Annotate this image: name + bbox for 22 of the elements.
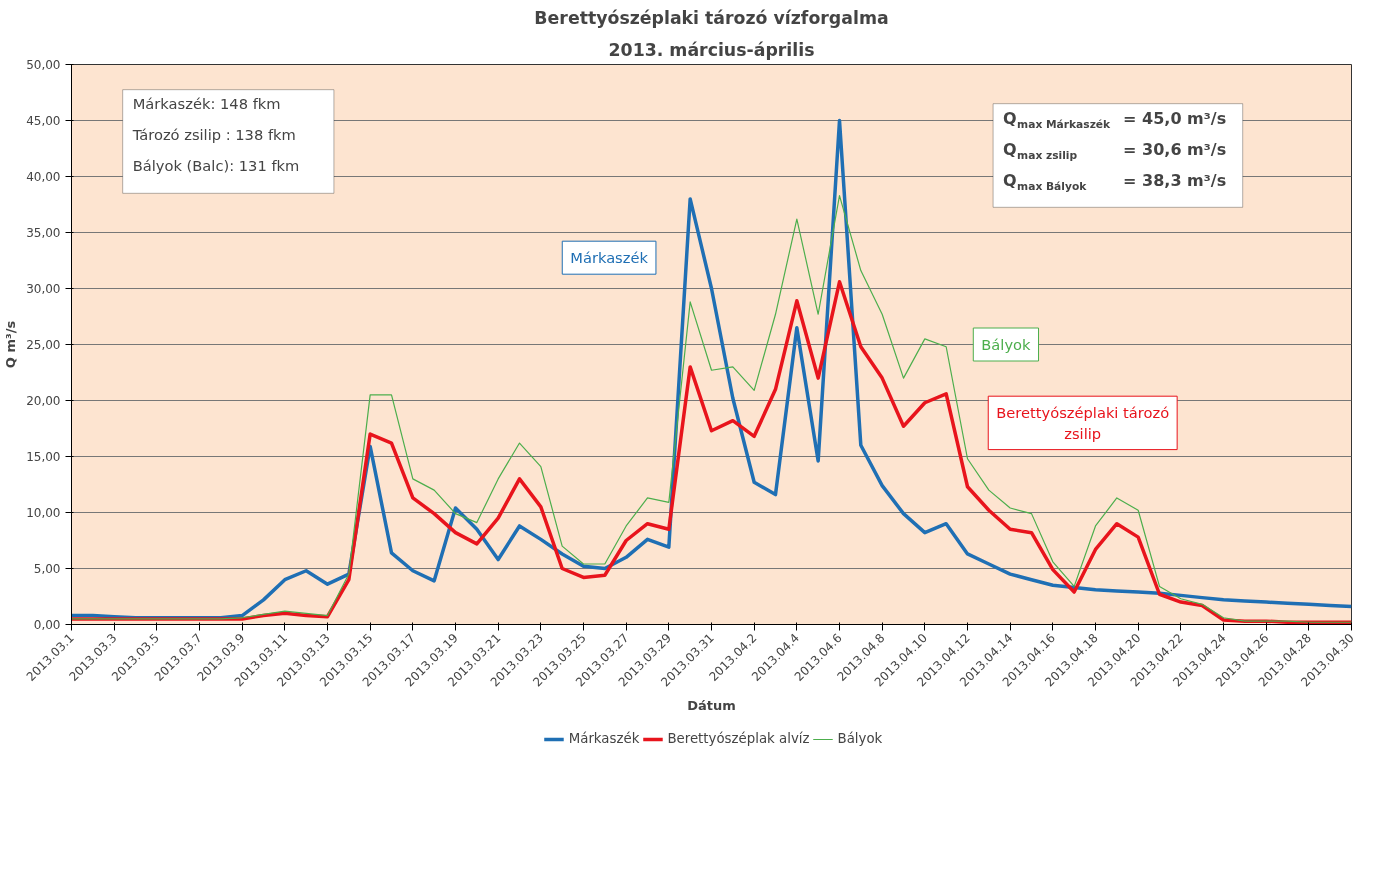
- y-tick-label: 35,00: [26, 226, 61, 240]
- y-tick-label: 15,00: [26, 450, 61, 464]
- y-axis-title: Q m³/s: [3, 320, 19, 369]
- chart-subtitle: 2013. március-április: [608, 39, 815, 60]
- x-axis-title: Dátum: [687, 698, 736, 714]
- y-tick-label: 45,00: [26, 114, 61, 128]
- y-tick-label: 30,00: [26, 282, 61, 296]
- y-tick-label: 10,00: [26, 506, 61, 520]
- annotation: Márkaszék: [570, 249, 649, 267]
- chart-title: Berettyószéplaki tározó vízforgalma: [534, 7, 889, 28]
- annotation: Bályok: [981, 336, 1032, 353]
- y-tick-label: 20,00: [26, 394, 61, 408]
- annotation: Márkaszék: 148 fkm Tározó zsilip : 138 fkm Bályok (Balc): 131 fkm: [131, 95, 300, 174]
- legend-label: Márkaszék: [568, 731, 640, 746]
- y-tick-label: 5,00: [33, 562, 61, 576]
- y-tick-label: 25,00: [26, 338, 61, 352]
- y-tick-label: 50,00: [26, 58, 61, 72]
- legend-label: Berettyószéplak alvíz: [667, 731, 810, 746]
- y-tick-label: 0,00: [33, 618, 61, 632]
- y-tick-label: 40,00: [26, 170, 61, 184]
- annotation: Berettyószéplaki tározó zsilip: [996, 404, 1170, 442]
- legend-label: Bályok: [837, 731, 883, 746]
